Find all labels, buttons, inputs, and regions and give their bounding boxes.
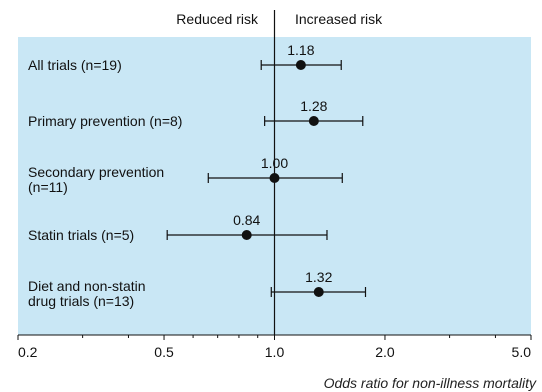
point-estimate (308, 116, 319, 126)
odds-ratio-label: 1.18 (287, 42, 314, 58)
x-tick-label: 0.2 (18, 344, 38, 360)
odds-ratio-label: 1.32 (305, 269, 332, 285)
x-axis-label: Odds ratio for non-illness mortality (324, 375, 537, 391)
point-estimate (295, 60, 306, 70)
x-tick-label: 1.0 (265, 344, 285, 360)
reduced-risk-label: Reduced risk (176, 11, 259, 27)
trial-row: Statin trials (n=5) 0.84 (28, 212, 328, 243)
row-label: Statin trials (n=5) (28, 227, 134, 243)
x-tick-label: 5.0 (512, 344, 532, 360)
trial-row: Secondary prevention(n=11) 1.00 (28, 155, 343, 195)
row-label: All trials (n=19) (28, 57, 122, 73)
increased-risk-label: Increased risk (295, 11, 383, 27)
row-label: Secondary prevention (28, 164, 164, 180)
row-label: (n=11) (28, 179, 68, 195)
row-label: Diet and non-statin (28, 278, 146, 294)
row-label: drug trials (n=13) (28, 293, 134, 309)
point-estimate (269, 173, 280, 183)
point-estimate (241, 230, 252, 240)
x-tick-label: 2.0 (375, 344, 395, 360)
odds-ratio-label: 1.28 (300, 98, 327, 114)
trial-row: Primary prevention (n=8) 1.28 (28, 98, 364, 129)
row-label: Primary prevention (n=8) (28, 113, 182, 129)
x-tick-label: 0.5 (154, 344, 174, 360)
odds-ratio-label: 0.84 (233, 212, 260, 228)
trial-row: All trials (n=19) 1.18 (28, 42, 342, 73)
point-estimate (313, 287, 324, 297)
odds-ratio-label: 1.00 (261, 155, 288, 171)
